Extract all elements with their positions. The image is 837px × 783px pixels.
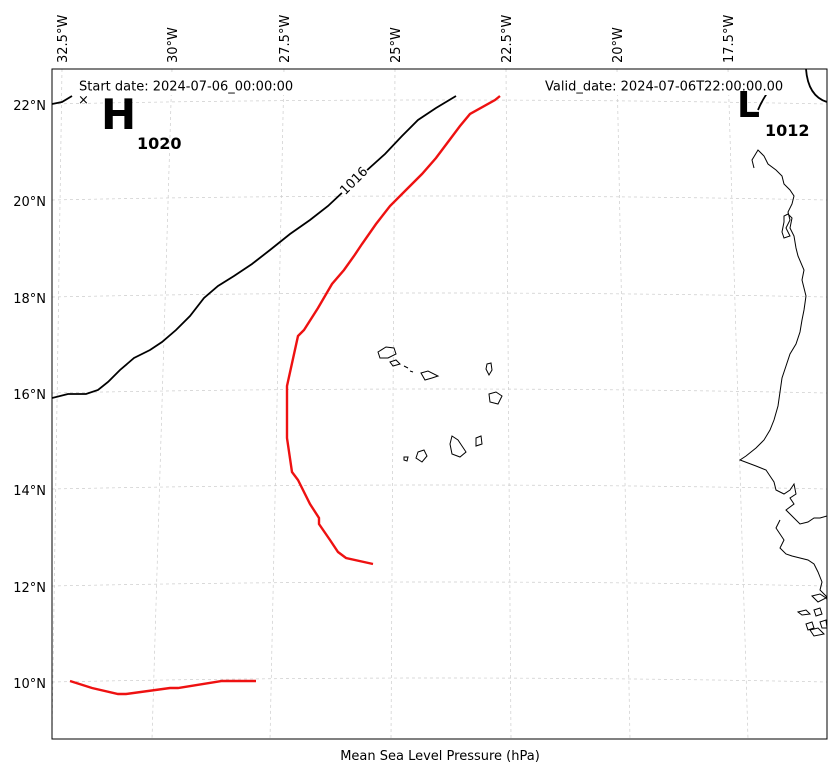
storm-track-secondary [69,679,256,696]
lon-label: 30°W [166,27,181,63]
high-pressure-symbol: H [101,90,136,139]
lon-label: 17.5°W [722,15,737,63]
lon-label: 27.5°W [278,15,293,63]
x-axis-title: Mean Sea Level Pressure (hPa) [340,749,540,764]
plot-frame [51,68,828,740]
lon-label: 32.5°W [56,15,71,63]
island-sal [485,362,493,377]
lat-label: 14°N [13,484,46,499]
guinea-bissau-coastline [775,519,827,601]
island [796,609,812,616]
meridian-line [269,69,285,739]
low-pressure-value: 1012 [765,121,810,140]
parallel-line [52,581,827,587]
lon-label: 22.5°W [500,15,515,63]
meridian-line [616,69,631,739]
contour-label-background [335,162,371,198]
lat-label: 12°N [13,581,46,596]
meridian-line [505,69,512,739]
parallel-line [52,484,827,490]
isobar-fragment-right [805,69,827,103]
island-santo-antao [377,346,397,359]
island-maio [475,435,483,447]
parallel-line [52,388,827,394]
isobar-1016 [52,95,457,399]
valid-date-label: Valid_date: 2024-07-06T22:00:00.00 [545,80,783,95]
high-pressure-value: 1020 [137,134,182,153]
bijagos-islands [796,593,827,637]
parallel-line [52,195,827,201]
low-marker-x: × [78,93,89,108]
island [805,621,815,631]
meridian-line [52,69,63,739]
start-date-label: Start date: 2024-07-06_00:00:00 [79,80,293,95]
valid-date-background [540,75,804,95]
west-africa-coastline [738,149,827,525]
lon-label: 20°W [611,27,626,63]
graticule [52,69,827,739]
island-boa-vista [488,391,503,405]
island [813,607,823,617]
start-date-background [76,75,312,95]
meridian-line [727,69,749,739]
island-santa-luzia [403,365,409,369]
storm-track [285,95,501,566]
island-brava [403,456,409,462]
lat-label: 22°N [13,99,46,114]
island-santiago [449,435,467,458]
meridian-line [151,69,173,739]
island-sao-vicente [389,359,401,367]
lat-label: 16°N [13,388,46,403]
island [809,627,826,637]
cape-verde-islands [377,346,503,463]
longitude-labels: 32.5°W 30°W 27.5°W 25°W 22.5°W 20°W 17.5… [56,15,737,63]
parallel-line [52,677,827,683]
plot-area [52,69,827,739]
island-sao-nicolau [420,370,440,381]
latitude-labels: 22°N 20°N 18°N 16°N 14°N 12°N 10°N [13,99,46,692]
island-small [409,370,414,373]
meridian-line [390,69,396,739]
parallel-line [52,99,827,105]
lat-label: 10°N [13,677,46,692]
island-fogo [415,449,428,463]
parallel-line [52,292,827,298]
lat-label: 18°N [13,292,46,307]
low-pressure-symbol: L [737,85,760,126]
isobar-1020-fragment [52,95,73,105]
island [811,593,827,603]
lon-label: 25°W [389,27,404,63]
island [819,619,827,629]
lat-label: 20°N [13,195,46,210]
